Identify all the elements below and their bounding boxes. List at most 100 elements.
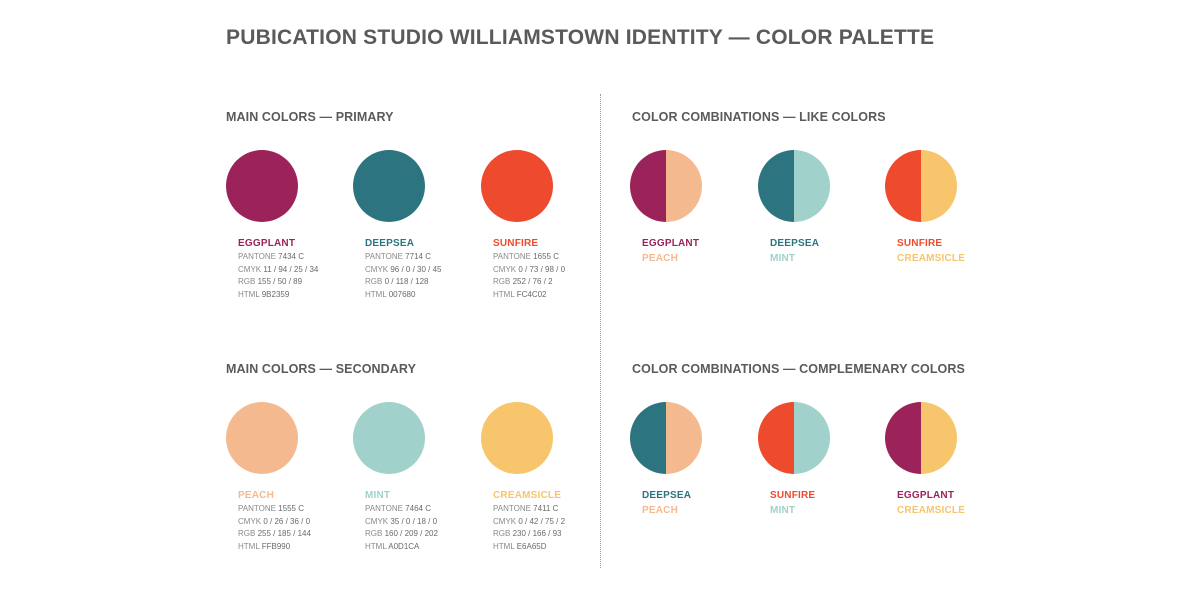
combo-circle [630,402,702,474]
complementary-colors-heading: COLOR COMBINATIONS — COMPLEMENARY COLORS [632,362,965,376]
color-name: DEEPSEA [365,238,415,249]
swatch-eggplant: EGGPLANT PANTONE 7434 C CMYK 11 / 94 / 25 … [226,150,336,301]
color-specs: PANTONE 7714 C CMYK 96 / 0 / 30 / 45 RGB 0… [365,251,463,301]
color-circle [226,402,298,474]
combo-name-secondary: PEACH [642,253,679,264]
color-specs: PANTONE 1555 C CMYK 0 / 26 / 36 / 0 RGB 25… [238,503,336,553]
rgb-value: 155 / 50 / 89 [257,277,303,286]
color-circle [353,402,425,474]
pantone-row: PANTONE 7464 C [365,504,431,513]
html-row: HTML 9B2359 [238,289,290,299]
combo-deepsea-mint: DEEPSEA MINT [758,150,868,265]
cmyk-row: CMYK 35 / 0 / 18 / 0 [365,516,438,526]
swatch-mint: MINT PANTONE 7464 C CMYK 35 / 0 / 18 / 0 RG… [353,402,463,553]
combo-eggplant-peach: EGGPLANT PEACH [630,150,740,265]
html-value: A0D1CA [388,541,420,551]
combo-sunfire-mint: SUNFIRE MINT [758,402,868,517]
color-specs: PANTONE 1655 C CMYK 0 / 73 / 98 / 0 RGB 25… [493,251,591,301]
html-row: HTML FFB990 [238,541,291,551]
html-value: FC4C02 [516,289,547,299]
cmyk-row: CMYK 96 / 0 / 30 / 45 [365,264,442,274]
swatch-peach: PEACH PANTONE 1555 C CMYK 0 / 26 / 36 / 0 R… [226,402,336,553]
cmyk-value: 0 / 73 / 98 / 0 [518,264,566,274]
rgb-row: RGB 0 / 118 / 128 [365,277,429,286]
rgb-row: RGB 252 / 76 / 2 [493,277,553,286]
rgb-row: RGB 230 / 166 / 93 [493,529,562,538]
color-circle [353,150,425,222]
combo-name-primary: SUNFIRE [770,490,816,501]
combo-name-secondary: CREAMSICLE [897,505,966,516]
pantone-row: PANTONE 7714 C [365,252,431,261]
rgb-row: RGB 155 / 50 / 89 [238,277,303,286]
combo-left-half [630,150,666,222]
cmyk-value: 35 / 0 / 18 / 0 [390,516,438,526]
swatch-creamsicle: CREAMSICLE PANTONE 7411 C CMYK 0 / 42 / 75… [481,402,591,553]
combo-circle [758,402,830,474]
rgb-value: 252 / 76 / 2 [512,277,553,286]
cmyk-row: CMYK 0 / 73 / 98 / 0 [493,264,566,274]
swatch-sunfire: SUNFIRE PANTONE 1655 C CMYK 0 / 73 / 98 / … [481,150,591,301]
color-circle [481,150,553,222]
secondary-heading: MAIN COLORS — SECONDARY [226,362,417,376]
cmyk-row: CMYK 0 / 42 / 75 / 2 [493,516,566,526]
rgb-row: RGB 255 / 185 / 144 [238,529,311,538]
color-name: MINT [365,490,391,501]
pantone-value: 7714 C [405,252,431,261]
combo-left-half [758,150,794,222]
primary-heading: MAIN COLORS — PRIMARY [226,110,394,124]
combo-name-secondary: MINT [770,505,796,516]
combo-name-primary: DEEPSEA [642,490,692,501]
cmyk-value: 0 / 42 / 75 / 2 [518,516,566,526]
rgb-value: 230 / 166 / 93 [512,529,562,538]
combo-name-primary: DEEPSEA [770,238,820,249]
combo-left-half [630,402,666,474]
rgb-value: 0 / 118 / 128 [384,277,429,286]
color-name: SUNFIRE [493,238,539,249]
combo-right-half [794,402,830,474]
pantone-value: 1555 C [278,504,304,513]
section-divider [600,94,601,568]
rgb-row: RGB 160 / 209 / 202 [365,529,438,538]
combo-deepsea-peach: DEEPSEA PEACH [630,402,740,517]
combo-right-half [794,150,830,222]
html-value: FFB990 [261,541,291,551]
combo-eggplant-creamsicle: EGGPLANT CREAMSICLE [885,402,995,517]
color-specs: PANTONE 7411 C CMYK 0 / 42 / 75 / 2 RGB 23… [493,503,591,553]
combo-name-primary: EGGPLANT [642,238,700,249]
combo-sunfire-creamsicle: SUNFIRE CREAMSICLE [885,150,995,265]
pantone-value: 7434 C [278,252,304,261]
color-specs: PANTONE 7464 C CMYK 35 / 0 / 18 / 0 RGB 16… [365,503,463,553]
combo-circle [758,150,830,222]
cmyk-row: CMYK 0 / 26 / 36 / 0 [238,516,311,526]
html-row: HTML E6A65D [493,541,547,551]
html-row: HTML A0D1CA [365,541,420,551]
combo-name-secondary: CREAMSICLE [897,253,966,264]
color-circle [481,402,553,474]
page-title: PUBICATION STUDIO WILLIAMSTOWN IDENTITY … [226,26,935,49]
cmyk-value: 11 / 94 / 25 / 34 [263,264,319,274]
pantone-row: PANTONE 1555 C [238,504,304,513]
cmyk-row: CMYK 11 / 94 / 25 / 34 [238,264,319,274]
cmyk-value: 96 / 0 / 30 / 45 [390,264,442,274]
swatch-deepsea: DEEPSEA PANTONE 7714 C CMYK 96 / 0 / 30 / … [353,150,463,301]
combo-name-secondary: MINT [770,253,796,264]
pantone-row: PANTONE 1655 C [493,252,559,261]
combo-left-half [885,150,921,222]
html-value: E6A65D [516,541,547,551]
color-name: EGGPLANT [238,238,296,249]
combo-name-secondary: PEACH [642,505,679,516]
pantone-row: PANTONE 7434 C [238,252,304,261]
combo-left-half [885,402,921,474]
pantone-value: 1655 C [533,252,559,261]
pantone-value: 7464 C [405,504,431,513]
combo-circle [885,150,957,222]
rgb-value: 160 / 209 / 202 [384,529,438,538]
combo-circle [630,150,702,222]
pantone-value: 7411 C [533,504,559,513]
color-circle [226,150,298,222]
combo-right-half [666,402,702,474]
color-name: PEACH [238,490,275,501]
combo-name-primary: EGGPLANT [897,490,955,501]
like-colors-heading: COLOR COMBINATIONS — LIKE COLORS [632,110,886,124]
html-value: 007680 [388,289,416,299]
